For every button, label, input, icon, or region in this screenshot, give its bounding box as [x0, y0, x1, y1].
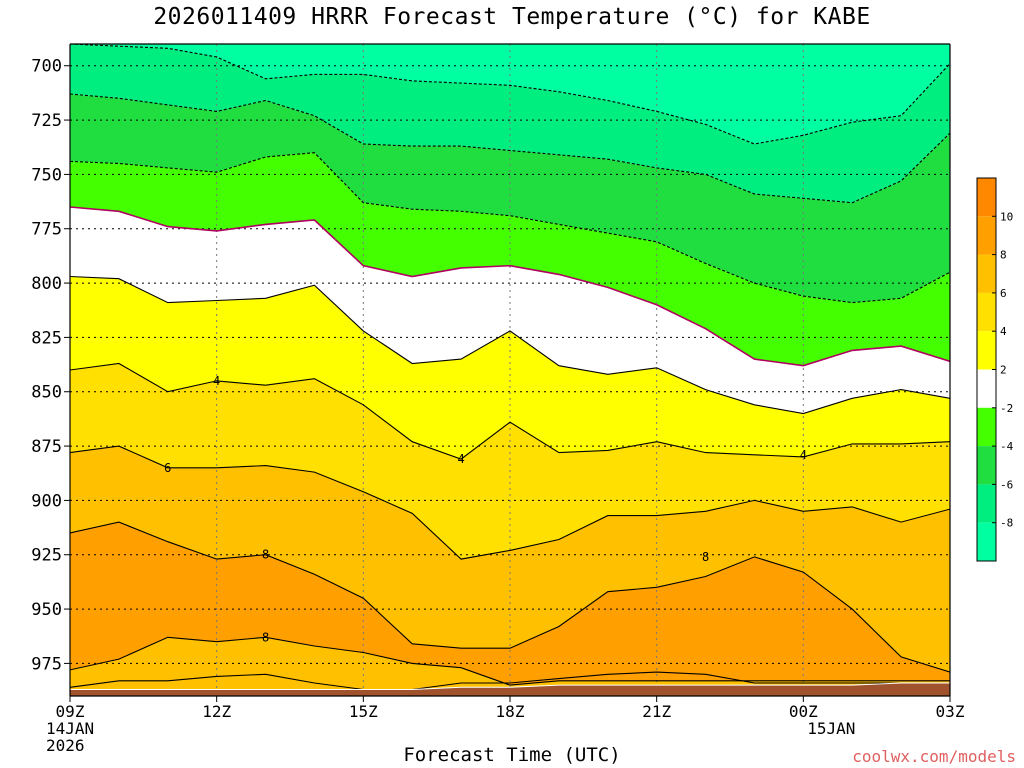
x-tick-label: 15Z: [349, 702, 378, 721]
colorbar-legend: 10 8 6 4 2 -2 -4 -6 -8: [976, 177, 1014, 562]
colorbar-tick-label: -8: [1000, 517, 1013, 530]
colorbar-swatch: [977, 216, 996, 255]
grid-lines: [70, 44, 950, 696]
x-axis-label: Forecast Time (UTC): [403, 744, 621, 766]
colorbar-tick-label: -6: [1000, 478, 1013, 491]
colorbar-tick-label: 2: [1000, 364, 1007, 377]
colorbar-tick-label: 4: [1000, 325, 1007, 338]
colorbar-tick-label: 6: [1000, 287, 1007, 300]
contour-2C: [70, 275, 950, 415]
x-tick-label: 18Z: [496, 702, 525, 721]
x-tick-label: 2026: [46, 736, 85, 755]
contour-labels: 4 4 4 6 8 8 8: [164, 374, 807, 644]
contour-10C: [70, 671, 950, 691]
y-tick-label: 950: [31, 600, 62, 620]
contour-lines: [70, 44, 950, 691]
fill-band--2-2: [70, 207, 950, 414]
fill-band-2-4: [70, 276, 950, 460]
y-tick-label: 750: [31, 165, 62, 185]
contour-label: 8: [262, 548, 269, 562]
contour--4C: [70, 93, 950, 204]
y-tick-label: 700: [31, 57, 62, 77]
x-tick-label: 12Z: [202, 702, 231, 721]
x-tick-label: 21Z: [642, 702, 671, 721]
fill-band--6--4: [70, 94, 950, 303]
colorbar-tick-label: -4: [1000, 440, 1014, 453]
fill-band--10--8: [70, 44, 950, 144]
y-tick-label: 775: [31, 220, 62, 240]
contour-label: 8: [262, 630, 269, 644]
colorbar-tick-label: -2: [1000, 402, 1013, 415]
x-tick-label: 00Z: [789, 702, 818, 721]
y-tick-label: 975: [31, 654, 62, 674]
fill-band-4-6: [70, 363, 950, 560]
fill-band-6-8: [70, 446, 950, 673]
colorbar-swatch: [977, 292, 996, 332]
ground-surface-fill: [70, 682, 950, 696]
axes: 70072575077580082585087590092595097509Z1…: [31, 43, 965, 755]
contour-label: 8: [702, 550, 709, 564]
contour-6C: [70, 445, 950, 560]
colorbar-swatch: [977, 446, 996, 485]
x-tick-label: 09Z: [56, 702, 85, 721]
x-tick-label: 15JAN: [807, 719, 855, 738]
contour-label: 6: [164, 461, 171, 475]
fill-band--4--2: [70, 152, 950, 366]
colorbar-tick-label: 10: [1000, 210, 1013, 223]
chart-title: 2026011409 HRRR Forecast Temperature (°C…: [153, 4, 871, 30]
colorbar-swatch: [977, 178, 996, 217]
contour-label: 4: [213, 374, 220, 388]
contour-0C: [70, 206, 950, 367]
y-tick-label: 850: [31, 383, 62, 403]
contour-8C: [70, 636, 950, 686]
y-tick-label: 900: [31, 491, 62, 511]
y-tick-label: 825: [31, 328, 62, 348]
contour-8C: [70, 521, 950, 673]
ground-surface: [70, 682, 950, 696]
contour-4C: [70, 362, 950, 460]
colorbar-swatch: [977, 254, 996, 293]
temperature-fill-bands: [70, 44, 950, 696]
x-tick-label: 14JAN: [46, 719, 94, 738]
colorbar-tick-label: 8: [1000, 249, 1007, 262]
colorbar-swatch: [977, 369, 996, 408]
y-tick-label: 725: [31, 111, 62, 131]
credit-text[interactable]: coolwx.com/models: [852, 747, 1016, 766]
contour-label: 4: [800, 448, 807, 462]
y-tick-label: 925: [31, 546, 62, 566]
x-tick-label: 03Z: [936, 702, 965, 721]
colorbar-swatch: [977, 407, 996, 447]
colorbar-swatch: [977, 331, 996, 370]
colorbar-swatch: [977, 484, 996, 523]
contour-label: 4: [457, 452, 464, 466]
colorbar-swatch: [977, 522, 996, 561]
y-tick-label: 875: [31, 437, 62, 457]
contour--2C: [70, 152, 950, 304]
y-tick-label: 800: [31, 274, 62, 294]
contour--6C: [70, 44, 950, 145]
